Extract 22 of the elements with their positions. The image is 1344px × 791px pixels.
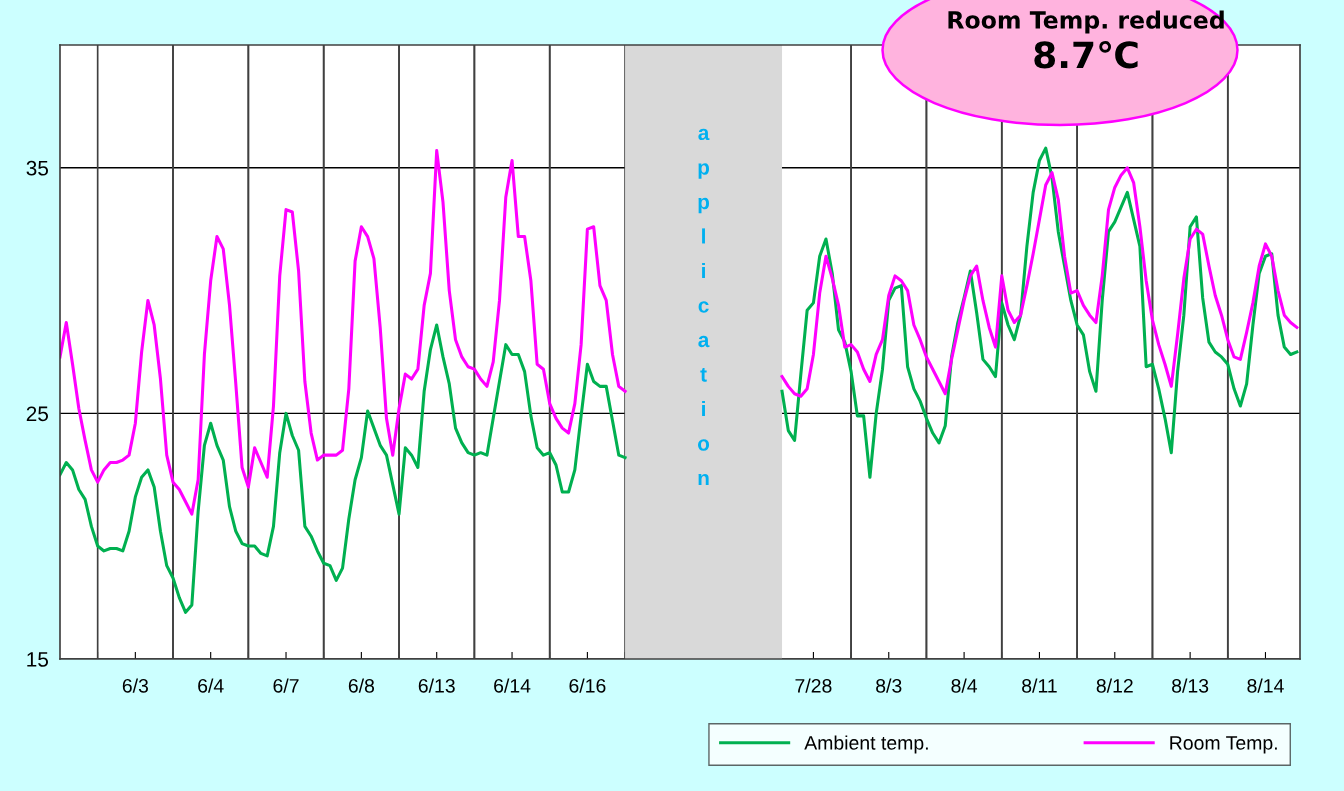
legend-label: Room Temp. xyxy=(1170,736,1277,754)
x-tick-label: 6/16 xyxy=(569,678,606,693)
x-tick-label: 6/8 xyxy=(348,678,375,693)
text: application xyxy=(698,128,710,486)
legend-label: Ambient temp. xyxy=(804,735,928,754)
y-tick-label: 25 xyxy=(26,406,49,422)
y-tick-label: 15 xyxy=(27,652,49,667)
x-tick-label: 6/4 xyxy=(198,678,224,693)
x-tick-label: 8/12 xyxy=(1096,678,1133,693)
x-tick-label: 6/13 xyxy=(418,678,455,693)
x-tick-label: 8/14 xyxy=(1247,678,1284,693)
x-tick-label: 6/7 xyxy=(273,678,299,693)
y-tick-label: 35 xyxy=(26,160,49,176)
x-tick-label: 8/3 xyxy=(876,678,902,693)
x-tick-label: 6/14 xyxy=(494,678,531,693)
annotation: 8.7℃ xyxy=(1034,40,1138,69)
x-tick-label: 8/4 xyxy=(951,678,978,693)
x-tick-label: 8/13 xyxy=(1172,678,1209,693)
x-tick-label: 7/28 xyxy=(795,678,832,693)
text: Room Temp. reduced xyxy=(948,10,1224,34)
x-tick-label: 6/3 xyxy=(122,678,148,693)
x-tick-label: 8/11 xyxy=(1022,678,1057,693)
